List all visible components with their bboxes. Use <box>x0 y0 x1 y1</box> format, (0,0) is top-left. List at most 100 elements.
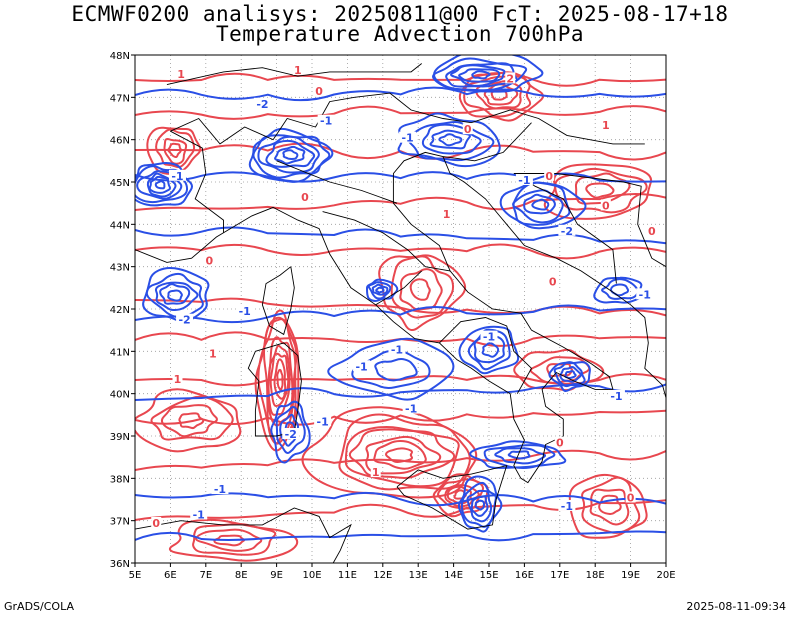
positive-contour <box>135 72 666 87</box>
coastline-segment <box>396 464 508 530</box>
negative-contour <box>450 64 506 87</box>
positive-contour <box>365 435 442 475</box>
positive-contour <box>344 426 460 488</box>
lon-tick-label: 12E <box>373 570 392 581</box>
contour-label: -1 <box>320 115 332 128</box>
negative-contour <box>559 366 583 383</box>
negative-contour <box>481 342 500 358</box>
contour-label-bg <box>168 169 186 181</box>
contour-label: 1 <box>209 348 217 361</box>
lat-tick-label: 37N <box>110 517 130 528</box>
contour-label-bg <box>282 428 300 439</box>
negative-contour <box>257 135 320 174</box>
negative-contour <box>282 149 299 160</box>
software-credit: GrADS/COLA <box>4 600 74 613</box>
contour-label: 1 <box>372 466 380 479</box>
contour-label: -2 <box>285 428 297 441</box>
contour-label-bg <box>190 508 208 520</box>
negative-contour <box>135 304 666 324</box>
coastline-segment <box>322 211 451 272</box>
lat-tick-label: 48N <box>110 51 130 62</box>
lon-tick-label: 6E <box>164 570 177 581</box>
contour-label-bg <box>515 174 533 185</box>
negative-contour <box>148 175 172 194</box>
contour-label-bg <box>399 131 417 143</box>
contour-label: -1 <box>193 508 205 521</box>
map-subtitle: Temperature Advection 700hPa <box>215 22 584 46</box>
contour-label: -1 <box>483 331 495 344</box>
positive-contour <box>155 128 196 169</box>
positive-contour <box>135 105 666 120</box>
coastline-segment <box>135 507 352 563</box>
contour-label-bg <box>646 224 657 236</box>
contour-label: 0 <box>464 123 472 136</box>
lat-tick-label: 42N <box>110 305 130 316</box>
positive-contour <box>399 268 443 311</box>
negative-contour <box>593 276 643 304</box>
negative-contour <box>365 278 399 302</box>
negative-contour <box>531 198 550 211</box>
map-title: ECMWF0200 analisys: 20250811@00 FcT: 202… <box>71 2 729 26</box>
negative-contour <box>499 181 587 230</box>
positive-contour <box>301 406 478 499</box>
positive-contour <box>554 167 648 214</box>
negative-contour <box>429 129 471 150</box>
negative-contour <box>471 70 491 80</box>
lat-tick-label: 36N <box>110 559 130 570</box>
contour-label: 1 <box>294 64 302 77</box>
lat-tick-label: 47N <box>110 93 130 104</box>
contour-label: 0 <box>556 436 564 449</box>
lat-tick-label: 38N <box>110 474 130 485</box>
contour-label: 0 <box>152 517 160 530</box>
lon-tick-label: 16E <box>515 570 534 581</box>
negative-contour <box>483 444 556 469</box>
negative-contour <box>458 325 520 375</box>
negative-contour <box>351 349 431 390</box>
positive-contour <box>385 447 414 464</box>
contour-label-bg <box>353 360 371 372</box>
lat-tick-label: 45N <box>110 178 130 189</box>
contour-label: -1 <box>391 343 403 356</box>
contour-label: -2 <box>178 314 190 327</box>
contour-label-bg <box>607 389 625 401</box>
contour-label-bg <box>600 118 611 130</box>
contour-label: 0 <box>602 199 610 212</box>
positive-contour <box>195 528 263 552</box>
contour-label: -1 <box>214 483 226 496</box>
negative-contour <box>470 495 489 517</box>
lon-tick-label: 7E <box>199 570 212 581</box>
positive-contour <box>585 182 615 199</box>
positive-contour <box>163 137 188 165</box>
coastline-segment <box>261 266 295 336</box>
contour-label-bg <box>441 207 452 219</box>
negative-contour <box>142 266 210 323</box>
negative-contour <box>135 383 666 401</box>
contour-label-bg <box>505 72 516 84</box>
positive-contour <box>263 316 298 445</box>
contour-label: 1 <box>177 68 185 81</box>
contour-label-bg <box>292 63 303 75</box>
positive-contour <box>135 243 666 260</box>
negative-contour <box>601 278 639 300</box>
contour-label: 1 <box>174 373 182 386</box>
negative-contour <box>154 281 199 312</box>
lon-tick-label: 11E <box>338 570 357 581</box>
lon-tick-label: 13E <box>409 570 428 581</box>
contour-label-bg <box>314 415 332 427</box>
contour-label-bg <box>402 402 420 414</box>
negative-contour <box>327 337 455 401</box>
contour-label: 0 <box>206 254 214 267</box>
lon-tick-label: 19E <box>621 570 640 581</box>
contour-label-bg <box>554 436 565 448</box>
lon-tick-label: 18E <box>586 570 605 581</box>
positive-contour <box>178 412 205 430</box>
negative-contour <box>167 289 183 302</box>
lon-tick-label: 15E <box>479 570 498 581</box>
negative-contour <box>248 127 334 183</box>
contour-label: 0 <box>627 492 635 505</box>
lon-tick-label: 17E <box>550 570 569 581</box>
coastline-segment <box>135 232 224 263</box>
negative-contour <box>458 68 501 83</box>
negative-contour <box>397 112 501 168</box>
